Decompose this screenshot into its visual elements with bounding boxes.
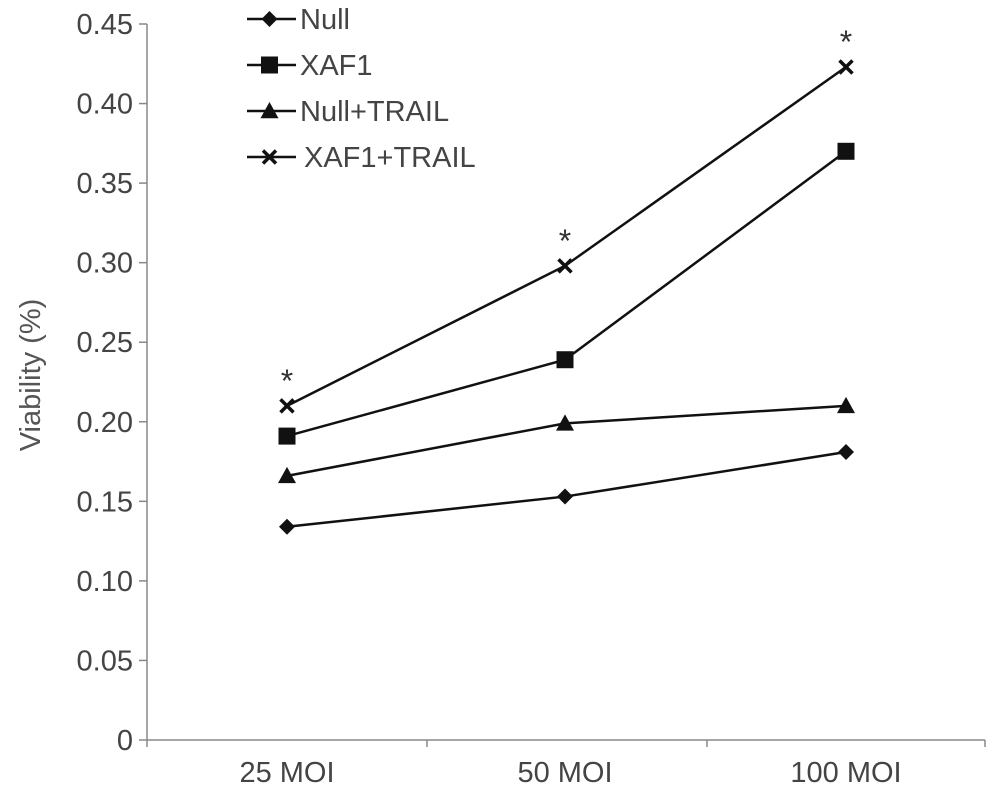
series-line-xaf1: [286, 150, 847, 438]
plot-area: 0 0.05 0.10 0.15 0.20 0.25 0.30 0.35 0.40 0.45 25…: [77, 9, 986, 789]
legend-item: Null+TRAIL: [247, 96, 449, 128]
data-point-x: [557, 258, 573, 274]
legend-item: Null: [247, 4, 350, 36]
significance-asterisk: *: [559, 223, 571, 259]
series-markers: [278, 59, 855, 535]
legend: Null XAF1 Null+TRAIL XAF1+TRAIL: [247, 4, 476, 174]
significance-asterisk: *: [840, 24, 852, 60]
y-axis-title: Viability (%): [15, 299, 47, 452]
significance-annotations: * * *: [281, 24, 852, 399]
legend-label: XAF1: [300, 50, 373, 82]
y-tick-label: 0.15: [77, 486, 133, 518]
data-point-square: [556, 351, 574, 369]
y-tick-label: 0.45: [77, 9, 133, 41]
data-point-x: [838, 59, 854, 75]
legend-label: Null+TRAIL: [300, 96, 449, 128]
data-point-square: [278, 427, 296, 445]
y-tick-label: 0.10: [77, 566, 133, 598]
series-lines: [286, 65, 847, 529]
legend-marker-diamond: [261, 11, 278, 27]
data-point-x: [279, 398, 295, 414]
y-tick-label: 0.25: [77, 327, 133, 359]
y-tick-label: 0: [117, 725, 133, 757]
x-tick-label: 25 MOI: [239, 757, 334, 789]
legend-item: XAF1+TRAIL: [247, 142, 476, 174]
data-point-diamond: [838, 444, 854, 461]
x-tick-label: 100 MOI: [790, 757, 901, 789]
legend-marker-square: [261, 56, 278, 74]
data-point-triangle: [278, 466, 296, 484]
data-point-diamond: [279, 518, 295, 535]
y-tick-label: 0.35: [77, 168, 133, 200]
data-point-triangle: [837, 396, 855, 414]
y-axis-ticks: 0 0.05 0.10 0.15 0.20 0.25 0.30 0.35 0.40 0.45: [77, 9, 147, 757]
significance-asterisk: *: [281, 363, 293, 399]
x-axis-ticks: 25 MOI 50 MOI 100 MOI: [146, 740, 986, 789]
x-tick-label: 50 MOI: [517, 757, 612, 789]
legend-label: Null: [300, 4, 350, 36]
legend-marker-triangle: [260, 102, 279, 119]
legend-label: XAF1+TRAIL: [304, 142, 476, 174]
y-tick-label: 0.30: [77, 248, 133, 280]
legend-item: XAF1: [247, 50, 373, 82]
data-point-triangle: [556, 414, 574, 431]
y-tick-label: 0.40: [77, 89, 133, 121]
y-tick-label: 0.05: [77, 645, 133, 677]
legend-marker-x: [261, 149, 278, 165]
data-point-square: [837, 142, 855, 160]
y-tick-label: 0.20: [77, 407, 133, 439]
series-line-null: [286, 450, 847, 529]
data-point-diamond: [557, 488, 573, 505]
